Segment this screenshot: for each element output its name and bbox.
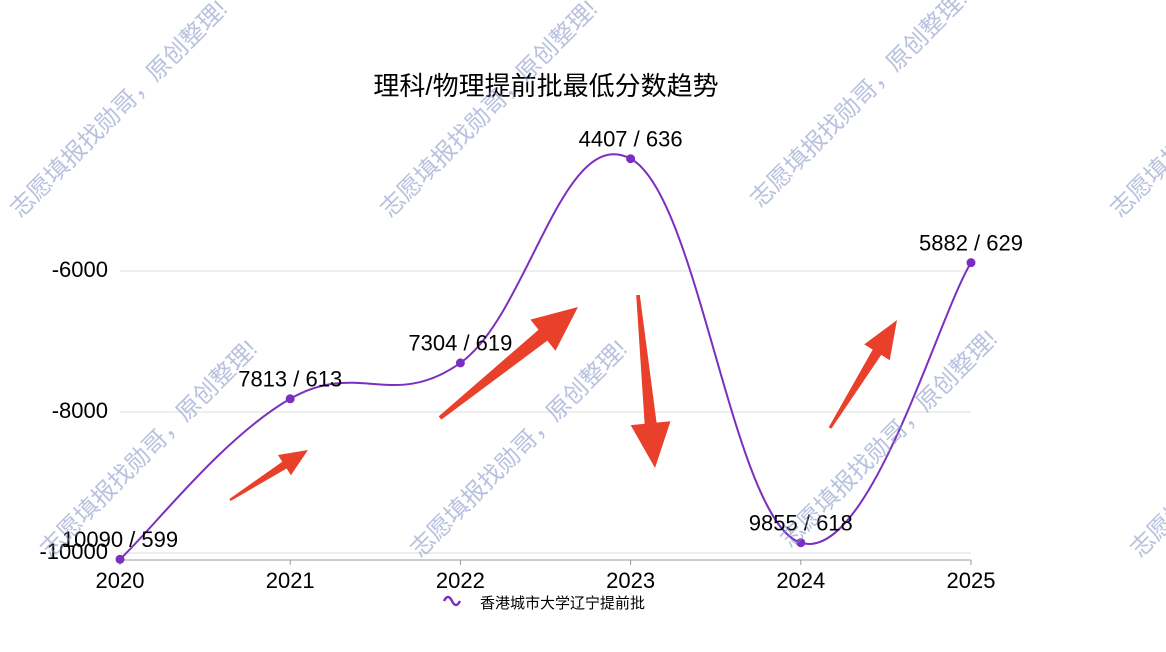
- arrow: [828, 320, 897, 429]
- value-label: 7304 / 619: [408, 331, 512, 356]
- watermark: 志愿填报找勋哥，原创整理!: [405, 335, 632, 562]
- legend-label: 香港城市大学辽宁提前批: [480, 595, 645, 612]
- point: [115, 554, 125, 564]
- watermark: 志愿填报找勋哥，原创整理!: [745, 0, 972, 213]
- value-label: 9855 / 618: [749, 511, 853, 536]
- chart-title: 理科/物理提前批最低分数趋势: [373, 71, 718, 101]
- arrow: [229, 450, 308, 502]
- point: [626, 154, 636, 164]
- watermark: 志愿填报找勋哥，原创整理!: [1125, 335, 1166, 562]
- x-tick-label: 2020: [96, 568, 145, 593]
- x-tick-label: 2025: [947, 568, 996, 593]
- x-tick-label: 2023: [606, 568, 655, 593]
- y-tick-label: -8000: [52, 398, 108, 423]
- y-tick-label: -6000: [52, 257, 108, 282]
- point: [796, 538, 806, 548]
- legend-icon: [442, 595, 462, 607]
- point: [966, 258, 976, 268]
- arrow: [630, 294, 671, 468]
- value-label: 4407 / 636: [579, 127, 683, 152]
- point: [455, 358, 465, 368]
- point: [285, 394, 295, 404]
- value-label: 7813 / 613: [238, 367, 342, 392]
- arrow: [438, 307, 578, 420]
- x-tick-label: 2024: [776, 568, 825, 593]
- value-label: 10090 / 599: [62, 527, 178, 552]
- watermark: 志愿填报找勋哥，原创整理!: [1105, 0, 1166, 223]
- x-tick-label: 2021: [266, 568, 315, 593]
- value-label: 5882 / 629: [919, 230, 1023, 255]
- x-tick-label: 2022: [436, 568, 485, 593]
- y-tick-label: -10000: [39, 539, 108, 564]
- watermark: 志愿填报找勋哥，原创整理!: [5, 0, 232, 223]
